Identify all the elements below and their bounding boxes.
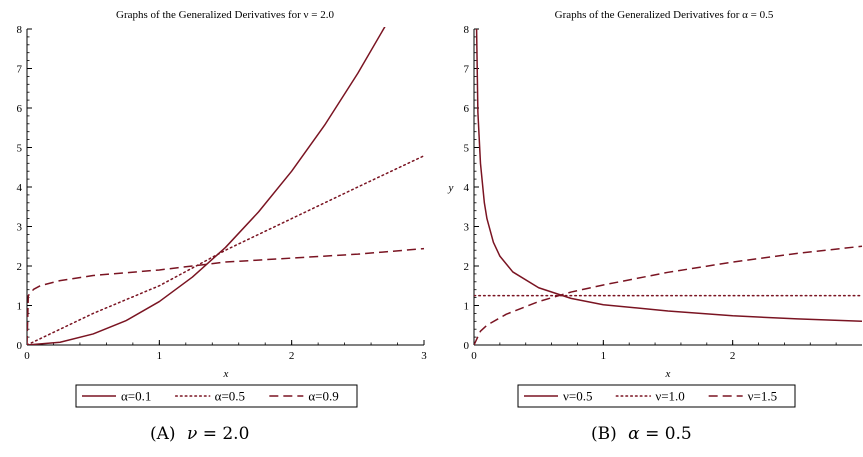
- y-tick-label: 8: [464, 24, 470, 36]
- y-tick-label: 3: [464, 222, 470, 234]
- y-tick-label: 1: [17, 301, 23, 313]
- x-tick-label: 1: [601, 350, 607, 362]
- y-tick-label: 0: [17, 340, 23, 352]
- series-line-2: [27, 155, 425, 345]
- caption-a: (A) ν = 2.0: [150, 424, 249, 444]
- y-tick-label: 7: [464, 64, 470, 76]
- y-tick-label: 6: [17, 103, 23, 115]
- x-axis-label-a: x: [223, 368, 229, 380]
- chart-title-a: Graphs of the Generalized Derivatives fo…: [116, 9, 334, 21]
- legend-label: α=0.9: [308, 389, 338, 404]
- legend-label: ν=1.5: [748, 389, 777, 404]
- y-tick-label: 4: [17, 182, 23, 194]
- caption-a-value: = 2.0: [203, 424, 250, 444]
- caption-b-tag: (B): [591, 424, 617, 444]
- caption-a-symbol: ν: [187, 424, 197, 444]
- y-tick-label: 3: [17, 222, 23, 234]
- legend-a: α=0.1 α=0.5 α=0.9: [75, 384, 358, 408]
- y-tick-label: 7: [17, 64, 23, 76]
- x-axis-label-b: x: [665, 368, 671, 380]
- x-tick-label: 2: [289, 350, 295, 362]
- x-tick-label: 1: [157, 350, 163, 362]
- y-tick-label: 6: [464, 103, 470, 115]
- legend-box: [75, 384, 358, 408]
- series-line-3: [474, 245, 863, 345]
- series-line-1: [27, 27, 386, 345]
- legend-label: ν=1.0: [655, 389, 684, 404]
- y-tick-label: 8: [17, 24, 23, 36]
- caption-b-symbol: α: [628, 424, 640, 444]
- x-tick-label: 3: [421, 350, 427, 362]
- series-line-1: [475, 28, 863, 323]
- y-tick-label: 1: [464, 301, 470, 313]
- chart-title-b: Graphs of the Generalized Derivatives fo…: [555, 9, 774, 21]
- y-tick-label: 5: [464, 143, 470, 155]
- caption-a-tag: (A): [150, 424, 176, 444]
- axes-a: 0 1 2 3 0 1 2 3 4 5 6 7 8: [17, 24, 428, 362]
- chart-panel-a: Graphs of the Generalized Derivatives fo…: [17, 9, 428, 444]
- y-axis-label-b: y: [448, 182, 454, 194]
- legend-box: [517, 384, 796, 408]
- x-tick-label: 0: [24, 350, 30, 362]
- y-tick-label: 0: [464, 340, 470, 352]
- axes-b: 0 1 2 0 1 2 3 4 5 6 7 8: [464, 24, 862, 362]
- caption-b-label: (B) α = 0.5: [591, 424, 692, 444]
- y-tick-label: 2: [464, 261, 470, 273]
- legend-label: α=0.5: [215, 389, 245, 404]
- caption-b-value: = 0.5: [645, 424, 692, 444]
- caption-b: (B) α = 0.5: [591, 424, 692, 444]
- y-tick-label: 5: [17, 143, 23, 155]
- series-line-3: [27, 247, 425, 345]
- legend-label: α=0.1: [121, 389, 151, 404]
- curves-a: [27, 27, 425, 345]
- caption-a-label: (A) ν = 2.0: [150, 424, 249, 444]
- y-tick-label: 2: [17, 261, 23, 273]
- x-tick-label: 2: [730, 350, 736, 362]
- y-tick-label: 4: [464, 182, 470, 194]
- legend-label: ν=0.5: [563, 389, 592, 404]
- curves-b: [474, 28, 863, 345]
- legend-b: ν=0.5 ν=1.0 ν=1.5: [517, 384, 796, 408]
- chart-panel-b: Graphs of the Generalized Derivatives fo…: [448, 9, 863, 444]
- x-tick-label: 0: [471, 350, 477, 362]
